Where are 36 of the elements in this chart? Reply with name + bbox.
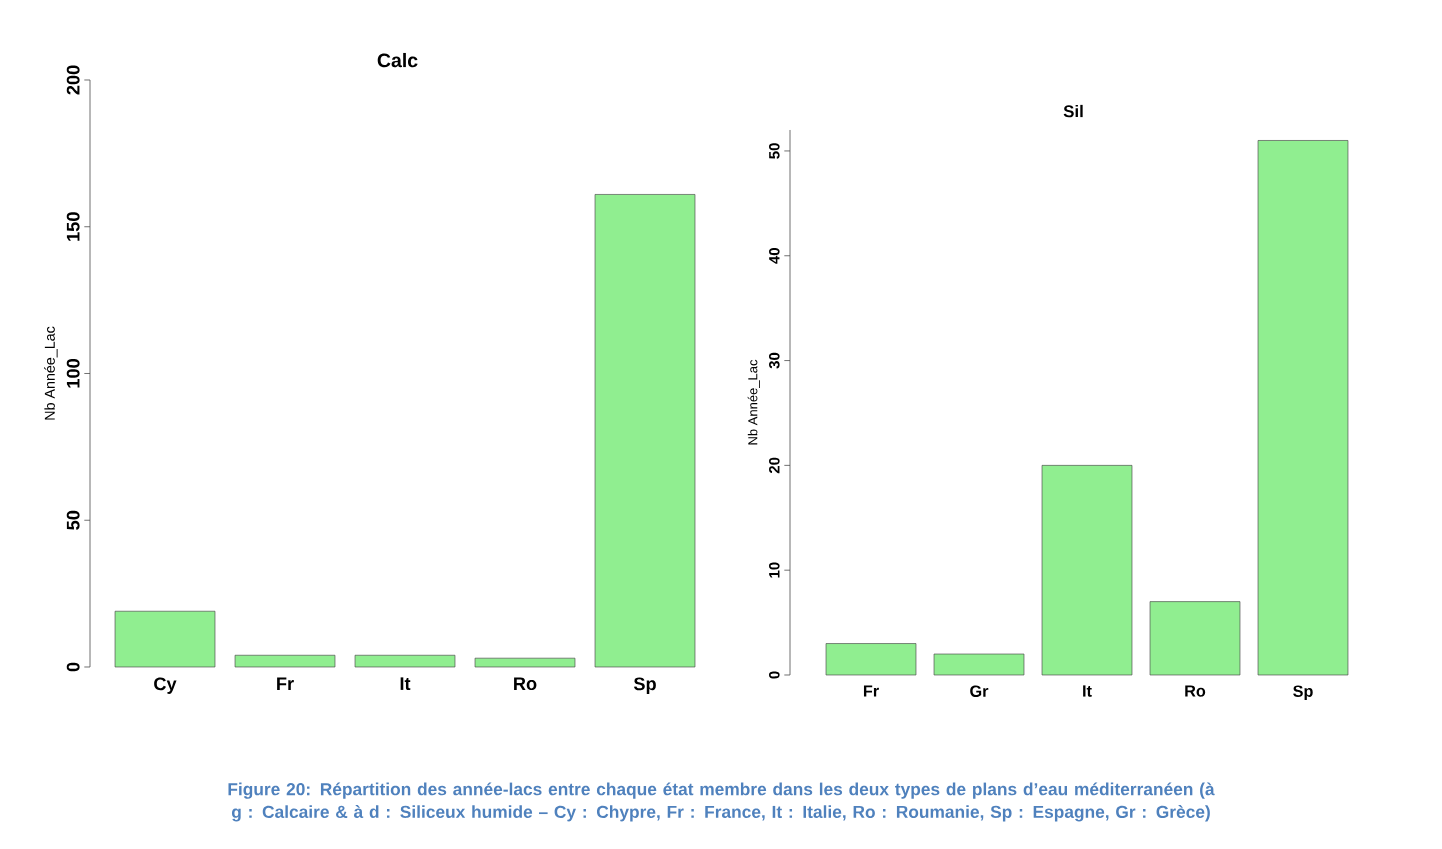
bar <box>474 657 576 668</box>
bar <box>1041 465 1133 676</box>
bar <box>825 643 917 676</box>
y-tick-label: 150 <box>66 212 80 241</box>
x-tick-label: Ro <box>1185 685 1206 697</box>
y-tick-label: 0 <box>769 671 780 679</box>
bar <box>1257 140 1349 676</box>
y-tick-label: 0 <box>66 662 80 672</box>
x-tick-label: Fr <box>277 677 294 690</box>
x-tick-label: Sp <box>633 677 656 694</box>
x-tick-label: Cy <box>154 677 177 694</box>
chart-title: Sil <box>1063 104 1083 118</box>
bar <box>1149 601 1241 676</box>
y-axis-title: Nb Année_Lac <box>747 359 760 445</box>
x-tick-label: It <box>1083 685 1092 697</box>
y-tick-label: 50 <box>66 510 80 530</box>
x-tick-label: Fr <box>863 685 879 697</box>
bar <box>594 194 696 668</box>
x-tick-label: Sp <box>1293 685 1313 701</box>
y-tick-label: 20 <box>769 457 780 474</box>
x-tick-label: It <box>400 677 411 691</box>
bar <box>114 610 216 668</box>
x-tick-label: Gr <box>970 685 989 697</box>
y-tick-label: 100 <box>66 359 80 388</box>
y-tick-label: 40 <box>769 248 780 264</box>
bar <box>354 654 456 668</box>
x-tick-label: Ro <box>514 677 537 691</box>
bar <box>234 654 336 668</box>
y-tick-label: 30 <box>769 352 780 369</box>
y-axis-title: Nb Année_Lac <box>44 326 58 420</box>
bar <box>933 653 1025 676</box>
y-tick-label: 200 <box>66 65 80 95</box>
caption: Figure 20: Répartition des année-lacs entre chaque état membre dans les deux types de plans d’eau méditerranéen (à g : Calcaire & à d : Siliceux humide – Cy : Chypre, Fr : France, It : Italie, Ro : Roumanie, Sp : Espagne, Gr : Grèce) <box>228 782 1215 822</box>
y-tick-label: 50 <box>769 143 780 159</box>
chart-title: Calc <box>377 52 418 68</box>
y-tick-label: 10 <box>769 562 780 578</box>
